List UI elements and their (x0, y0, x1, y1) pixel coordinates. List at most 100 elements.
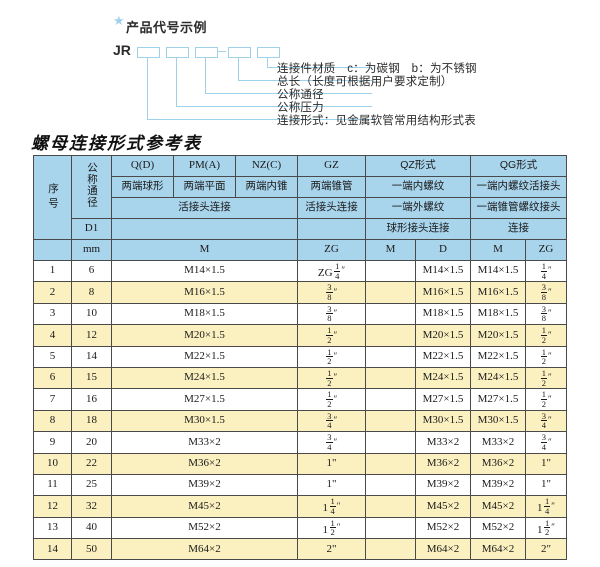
cell-qz-m (365, 302, 416, 326)
cell-seq: 4 (33, 324, 72, 347)
cell-thread-m: M22×1.5 (111, 345, 298, 368)
header-group-qg: QG形式 (470, 155, 567, 177)
table-title: 螺母连接形式参考表 (31, 134, 202, 153)
code-box-1 (137, 47, 160, 58)
cell-gz-zg: 1 2 ″ (297, 388, 366, 411)
cell-nominal-diameter: 50 (71, 538, 112, 561)
cell-gz-zg: 1" (297, 473, 366, 497)
leader-line-3-horizontal (205, 93, 372, 94)
cell-nominal-diameter: 16 (71, 388, 112, 411)
table-row: 7 16 M27×1.5 1 2 ″ M27×1.5 M27×1.5 1 2 ″ (33, 388, 567, 411)
cell-thread-m: M33×2 (111, 431, 298, 454)
table-row: 5 14 M22×1.5 1 2 ″ M22×1.5 M22×1.5 1 2 ″ (33, 345, 567, 368)
code-separator-dash (218, 51, 226, 52)
cell-seq: 1 (33, 259, 72, 283)
table-row: 9 20 M33×2 3 4 ″ M33×2 M33×2 3 4 ″ (33, 431, 567, 454)
cell-qg-zg: 3 8 ″ (525, 281, 567, 304)
cell-qz-d: M45×2 (415, 495, 471, 518)
cell-seq: 6 (33, 366, 72, 390)
cell-nominal-diameter: 10 (71, 302, 112, 326)
annotation-connection-type: 连接形式：见金属软管常用结构形式表 (277, 115, 476, 127)
header-unit-qg-zg: ZG (525, 239, 567, 261)
cell-nominal-diameter: 15 (71, 366, 112, 390)
nut-connection-reference-table: 序号 公称通径 Q(D) PM(A) NZ(C) GZ QZ形式 QG形式 两端… (33, 155, 567, 561)
cell-thread-m: M16×1.5 (111, 281, 298, 304)
cell-qg-m: M24×1.5 (470, 366, 526, 390)
cell-qz-d: M64×2 (415, 538, 471, 561)
header-nzc-desc: 两端内锥 (235, 176, 298, 198)
cell-qz-m (365, 495, 416, 518)
cell-qg-m: M16×1.5 (470, 281, 526, 304)
leader-line-4-vertical (238, 57, 239, 80)
cell-nominal-diameter: 25 (71, 473, 112, 497)
cell-qg-m: M14×1.5 (470, 259, 526, 283)
cell-seq: 7 (33, 388, 72, 411)
leader-line-5-horizontal (267, 67, 372, 68)
cell-qg-zg: 1" (525, 452, 567, 475)
cell-qz-d: M27×1.5 (415, 388, 471, 411)
table-row: 14 50 M64×2 2" M64×2 M64×2 2" (33, 538, 567, 561)
cell-qg-m: M20×1.5 (470, 324, 526, 347)
cell-thread-m: M39×2 (111, 473, 298, 497)
header-blank-1 (111, 218, 298, 240)
cell-qg-zg: 1 4 ″ (525, 259, 567, 283)
cell-thread-m: M18×1.5 (111, 302, 298, 326)
cell-thread-m: M45×2 (111, 495, 298, 518)
header-unit-gz-zg: ZG (297, 239, 366, 261)
cell-qg-zg: 1 2 ″ (525, 366, 567, 390)
cell-qg-m: M18×1.5 (470, 302, 526, 326)
header-gz-desc: 两端锥管 (297, 176, 366, 198)
header-row-code: 序号 公称通径 Q(D) PM(A) NZ(C) GZ QZ形式 QG形式 (33, 155, 567, 240)
cell-qg-zg: 1 2 ″ (525, 345, 567, 368)
leader-line-1-horizontal (147, 119, 372, 120)
cell-qz-d: M36×2 (415, 452, 471, 475)
code-prefix-label: JR (113, 42, 131, 58)
cell-qg-zg: 2" (525, 538, 567, 561)
header-qg-desc2: 一端锥管螺纹接头 (470, 197, 567, 219)
cell-qz-d: M39×2 (415, 473, 471, 497)
header-blank-2 (297, 218, 366, 240)
cell-seq: 13 (33, 516, 72, 540)
cell-qg-zg: 3 4 ″ (525, 409, 567, 433)
header-group-nzc: NZ(C) (235, 155, 298, 177)
cell-qz-m (365, 388, 416, 411)
cell-seq: 8 (33, 409, 72, 433)
header-unit-qg-m: M (470, 239, 526, 261)
header-nominal-diameter: 公称通径 (71, 155, 112, 219)
cell-nominal-diameter: 32 (71, 495, 112, 518)
cell-seq: 2 (33, 281, 72, 304)
cell-qz-m (365, 538, 416, 561)
cell-gz-zg: 1" (297, 452, 366, 475)
header-group-pma: PM(A) (173, 155, 236, 177)
header-qz-desc2: 一端外螺纹 (365, 197, 471, 219)
header-group-qd: Q(D) (111, 155, 174, 177)
cell-qz-d: M33×2 (415, 431, 471, 454)
code-box-4 (228, 47, 251, 58)
table-row: 6 15 M24×1.5 1 2 ″ M24×1.5 M24×1.5 1 2 ″ (33, 366, 567, 390)
header-pma-desc: 两端平面 (173, 176, 236, 198)
cell-gz-zg: 1 1 2 ″ (297, 516, 366, 540)
cell-qz-m (365, 473, 416, 497)
header-union-joint: 活接头连接 (111, 197, 298, 219)
cell-gz-zg: 3 4 ″ (297, 409, 366, 433)
cell-qg-zg: 1 1 4 ″ (525, 495, 567, 518)
cell-qz-d: M14×1.5 (415, 259, 471, 283)
header-gz-desc2: 活接头连接 (297, 197, 366, 219)
header-seq: 序号 (33, 155, 72, 240)
code-box-5 (257, 47, 280, 58)
cell-qz-m (365, 409, 416, 433)
code-diagram-heading: 产品代号示例 (126, 20, 208, 35)
product-code-diagram: ★ 产品代号示例 JR 连接件材质 c：为碳钢 b：为不锈钢 总长（长度可根据用… (113, 13, 477, 127)
cell-gz-zg: 3 4 ″ (297, 431, 366, 454)
table-row: 13 40 M52×2 1 1 2 ″ M52×2 M52×2 1 1 2 ″ (33, 516, 567, 540)
cell-qg-zg: 1 2 ″ (525, 388, 567, 411)
header-unit-m: M (111, 239, 298, 261)
header-qg-desc3: 连接 (470, 218, 567, 240)
cell-seq: 11 (33, 473, 72, 497)
cell-thread-m: M52×2 (111, 516, 298, 540)
cell-qg-zg: 3 4 ″ (525, 431, 567, 454)
header-d1: D1 (71, 218, 112, 240)
cell-gz-zg: 2" (297, 538, 366, 561)
header-qd-desc: 两端球形 (111, 176, 174, 198)
cell-qg-m: M36×2 (470, 452, 526, 475)
